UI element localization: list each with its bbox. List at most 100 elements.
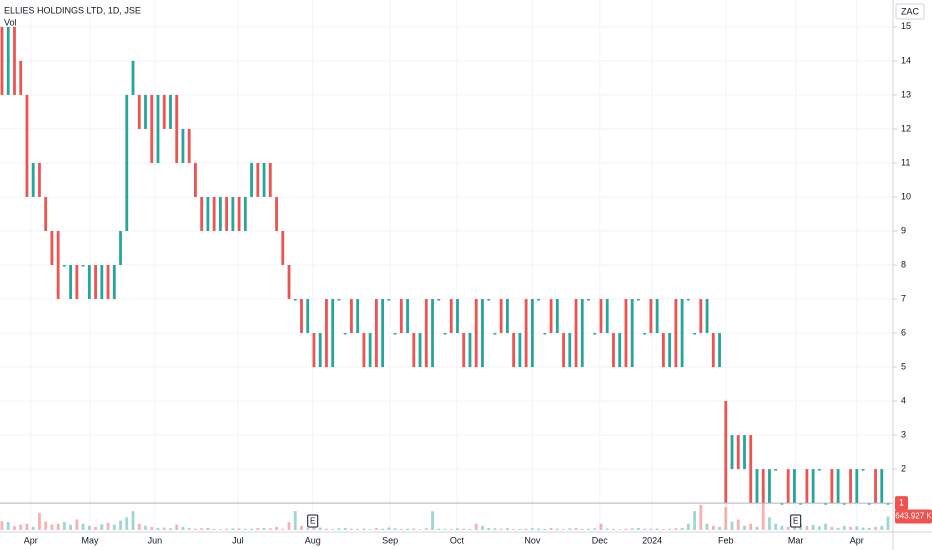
candle xyxy=(612,333,615,368)
volume-bar xyxy=(849,526,852,530)
candle xyxy=(449,299,453,334)
y-tick-label: 6 xyxy=(901,327,906,337)
candle xyxy=(880,469,884,504)
volume-bar xyxy=(568,528,572,530)
candle xyxy=(836,469,840,504)
candle xyxy=(38,162,41,197)
y-tick-label: 10 xyxy=(901,191,911,201)
volume-bar xyxy=(106,522,110,530)
candle xyxy=(674,299,678,368)
candle xyxy=(493,333,497,335)
volume-bar xyxy=(31,526,35,530)
candle xyxy=(512,333,516,368)
volume-bar xyxy=(81,523,85,530)
x-tick-label: Apr xyxy=(24,535,38,545)
volume-bar xyxy=(281,528,285,530)
volume-bar xyxy=(62,522,66,530)
x-tick-label: Aug xyxy=(305,535,321,545)
candle xyxy=(817,469,821,471)
candle xyxy=(593,333,597,335)
volume-bar xyxy=(212,528,216,530)
volume-bar xyxy=(549,527,553,530)
candle xyxy=(618,333,622,368)
volume-bar xyxy=(300,525,303,530)
volume-bar xyxy=(287,522,291,530)
volume-bar xyxy=(861,527,865,530)
candle xyxy=(474,299,478,368)
candle xyxy=(144,94,147,129)
grid xyxy=(0,0,893,530)
volume-bar xyxy=(456,528,459,530)
volume-bar xyxy=(424,528,428,530)
volume-bar xyxy=(805,525,809,530)
volume-bar xyxy=(699,504,703,530)
volume-bar xyxy=(318,527,322,530)
volume-bar xyxy=(449,529,453,530)
volume-bar xyxy=(94,526,97,530)
event-box xyxy=(307,514,319,528)
candle xyxy=(343,333,347,335)
candle xyxy=(281,230,285,265)
volume-bar xyxy=(505,528,509,530)
candle xyxy=(730,435,734,470)
volume-bar xyxy=(743,525,746,530)
candle xyxy=(312,333,316,368)
volume-bar xyxy=(337,528,341,530)
volume-bar xyxy=(481,525,484,530)
candle xyxy=(94,265,97,300)
y-tick-label: 14 xyxy=(901,55,911,65)
candle xyxy=(194,162,197,197)
candle xyxy=(0,26,4,95)
volume-bar xyxy=(562,529,565,530)
volume-bar xyxy=(38,512,41,530)
volume-bar xyxy=(443,528,447,530)
candle xyxy=(44,196,48,231)
volume-bar xyxy=(874,526,877,530)
volume-bar xyxy=(50,524,54,530)
volume-bar xyxy=(412,528,416,530)
volume-bar xyxy=(362,528,366,530)
candle xyxy=(537,299,540,301)
event-box xyxy=(790,514,802,528)
volume-bar xyxy=(755,526,759,530)
candle xyxy=(231,196,235,231)
volume-bar xyxy=(605,528,609,530)
candle xyxy=(530,299,534,368)
volume-bar xyxy=(817,526,821,530)
candle xyxy=(300,299,303,334)
volume-bar xyxy=(474,523,478,530)
volume-bar xyxy=(237,528,241,530)
volume-bar xyxy=(824,523,828,530)
candle xyxy=(337,299,341,301)
volume-bar xyxy=(13,526,16,530)
volume-bar xyxy=(830,526,834,530)
candle xyxy=(374,299,378,368)
candle xyxy=(112,265,116,300)
candle xyxy=(69,265,73,300)
candle xyxy=(56,230,60,300)
volume-bar xyxy=(768,517,771,530)
candle xyxy=(350,299,353,334)
candle xyxy=(481,299,484,368)
candle xyxy=(518,333,522,368)
candle xyxy=(212,196,216,231)
candle xyxy=(325,299,328,368)
candle xyxy=(718,333,721,368)
candle xyxy=(150,94,154,163)
y-tick-label: 13 xyxy=(901,89,911,99)
volume-bar xyxy=(275,526,278,530)
volume-bar xyxy=(587,528,590,530)
candle xyxy=(668,333,672,368)
volume-bar xyxy=(6,522,10,530)
volume-bar xyxy=(674,528,678,530)
volume-label-box xyxy=(895,509,932,524)
volume-bar xyxy=(530,528,534,530)
candle xyxy=(62,265,66,267)
candle xyxy=(181,128,185,163)
y-tick-label: 11 xyxy=(901,157,910,167)
candle xyxy=(268,162,272,197)
volume-bar xyxy=(705,523,709,530)
volume-bar xyxy=(350,528,353,530)
